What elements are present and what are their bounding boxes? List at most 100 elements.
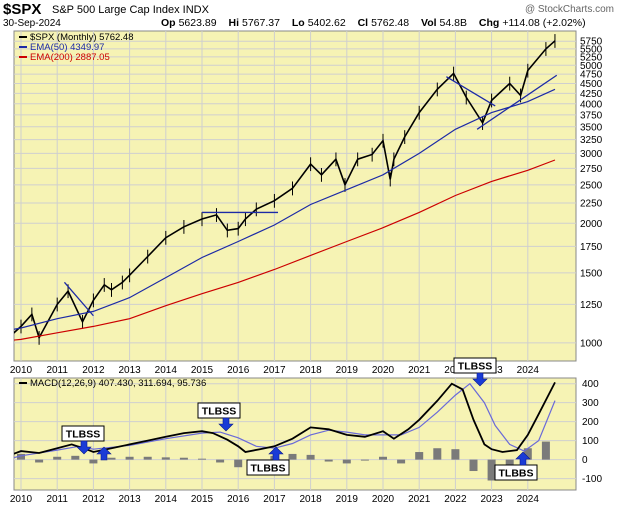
price-tick-label: 4750 (580, 70, 603, 81)
price-year-label: 2019 (336, 365, 359, 376)
price-tick-label: 2750 (580, 164, 603, 175)
signal-label-box (197, 402, 241, 419)
macd-histogram-bar (234, 459, 243, 468)
macd-histogram-bar (179, 457, 188, 460)
macd-histogram-bar (342, 459, 351, 464)
high-label: Hi (228, 17, 239, 29)
macd-histogram-bar (324, 459, 333, 462)
price-tick-label: 2000 (580, 219, 603, 230)
macd-year-label: 2018 (299, 494, 322, 505)
signal-label-box (453, 357, 497, 374)
sell-signal-arrow (218, 417, 234, 432)
price-year-label: 2012 (82, 365, 105, 376)
price-tick-label: 1250 (580, 300, 603, 311)
macd-line (14, 381, 556, 455)
macd-histogram-bar (360, 459, 369, 461)
macd-histogram-bar (541, 441, 550, 460)
close-label: Cl (357, 17, 369, 29)
chart-date: 30-Sep-2024 (3, 18, 61, 29)
macd-tick-label: -100 (582, 474, 602, 485)
macd-histogram-bar (306, 454, 315, 460)
macd-histogram-bar (89, 459, 98, 464)
volume-label: Vol (420, 17, 437, 29)
macd-histogram-bar (143, 456, 152, 460)
macd-histogram-bar (505, 459, 514, 466)
macd-histogram-bar (17, 453, 25, 460)
change-value: +114.08 (+2.02%) (502, 17, 586, 29)
ohlc-readout: Op 5623.89 Hi 5767.37 Lo 5402.62 Cl 5762.48 … (161, 17, 595, 29)
price-panel (13, 30, 577, 362)
macd-panel (13, 377, 577, 491)
macd-histogram-bar (125, 456, 134, 460)
price-tick-label: 4000 (580, 99, 603, 110)
price-tick-label: 3250 (580, 135, 603, 146)
price-tick-label: 5500 (580, 44, 603, 55)
trendline (476, 74, 558, 130)
open-value: 5623.89 (178, 17, 217, 29)
trendline (446, 76, 496, 107)
macd-tick-label: 400 (582, 379, 599, 390)
macd-year-label: 2014 (155, 494, 178, 505)
price-legend-entry: EMA(50) 4349.97 (30, 42, 104, 53)
macd-tick-label: 0 (582, 455, 588, 466)
macd-histogram-bar (469, 459, 478, 472)
price-tick-label: 2250 (580, 198, 603, 209)
signal-label: TLBBS (251, 463, 286, 475)
buy-signal-arrow (96, 446, 112, 461)
change-label: Chg (478, 17, 500, 29)
signal-label: TLBSS (66, 429, 100, 441)
macd-histogram-bar (35, 459, 44, 463)
low-value: 5402.62 (307, 17, 346, 29)
macd-year-label: 2015 (191, 494, 214, 505)
price-year-label: 2021 (408, 365, 431, 376)
signal-label-box (246, 459, 290, 476)
macd-year-label: 2017 (263, 494, 286, 505)
ema200-line (14, 159, 556, 341)
signal-label: TLBSS (202, 406, 236, 418)
price-tick-label: 1000 (580, 338, 603, 349)
watermark: @ StockCharts.com (524, 4, 614, 15)
macd-plot (14, 381, 556, 481)
macd-year-label: 2022 (444, 494, 467, 505)
signal-label: TLBSS (458, 361, 492, 373)
ema50-line (14, 88, 556, 330)
macd-tick-label: 100 (582, 436, 599, 447)
high-value: 5767.37 (241, 17, 280, 29)
open-label: Op (161, 17, 176, 29)
price-year-label: 2018 (299, 365, 322, 376)
macd-histogram-bar (53, 456, 62, 460)
price-tick-label: 5250 (580, 52, 603, 63)
price-year-label: 2016 (227, 365, 250, 376)
price-year-label: 2013 (118, 365, 141, 376)
price-year-label: 2015 (191, 365, 214, 376)
macd-year-label: 2019 (336, 494, 359, 505)
macd-histogram-bar (216, 459, 225, 463)
buy-signal-arrow (515, 451, 531, 466)
macd-legend-entry: MACD(12,26,9) 407.430, 311.694, 95.736 (30, 378, 206, 389)
macd-year-label: 2010 (10, 494, 33, 505)
trendline (63, 281, 94, 317)
macd-histogram-bar (107, 457, 116, 460)
macd-histogram-bar (433, 448, 442, 460)
price-year-label: 2014 (155, 365, 178, 376)
sell-signal-arrow (76, 440, 92, 455)
price-tick-label: 3500 (580, 122, 603, 133)
price-tick-label: 4250 (580, 89, 603, 100)
price-year-label: 2011 (46, 365, 68, 376)
macd-tick-label: 300 (582, 398, 599, 409)
price-plot (14, 34, 558, 345)
macd-year-label: 2013 (118, 494, 141, 505)
macd-histogram-bar (288, 453, 297, 460)
macd-year-label: 2020 (372, 494, 395, 505)
buy-signal-arrow (268, 446, 284, 461)
price-tick-label: 5000 (580, 61, 603, 72)
macd-histogram-bar (161, 457, 170, 460)
macd-year-label: 2024 (517, 494, 540, 505)
price-year-label: 2010 (10, 365, 33, 376)
price-year-label: 2017 (263, 365, 286, 376)
low-label: Lo (291, 17, 305, 29)
symbol-description: S&P 500 Large Cap Index INDX (52, 4, 209, 16)
macd-histogram-bar (71, 455, 80, 460)
signal-label-box (494, 464, 538, 481)
